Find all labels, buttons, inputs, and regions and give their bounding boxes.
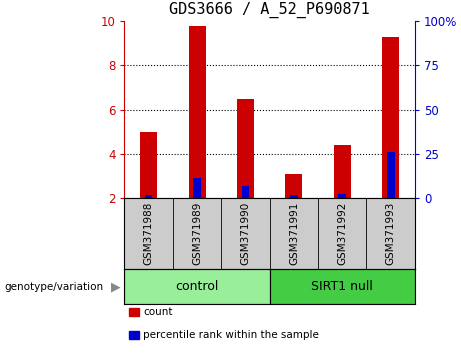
Text: GSM371992: GSM371992 [337, 202, 347, 265]
Text: GSM371989: GSM371989 [192, 202, 202, 265]
Text: count: count [143, 307, 172, 316]
Bar [242, 186, 249, 198]
Bar [124, 269, 270, 304]
Bar [189, 25, 206, 198]
Text: ▶: ▶ [111, 280, 120, 293]
Text: genotype/variation: genotype/variation [5, 282, 104, 292]
Bar [290, 195, 298, 198]
Bar [237, 99, 254, 198]
Text: GSM371993: GSM371993 [386, 202, 396, 265]
Text: GSM371988: GSM371988 [144, 202, 154, 265]
Bar [193, 178, 201, 198]
Bar [387, 152, 395, 198]
Text: GSM371991: GSM371991 [289, 202, 299, 265]
Bar [382, 37, 399, 198]
Bar [140, 132, 157, 198]
Bar [334, 145, 351, 198]
Bar [145, 195, 153, 198]
Bar [285, 174, 302, 198]
Text: SIRT1 null: SIRT1 null [311, 280, 373, 293]
Title: GDS3666 / A_52_P690871: GDS3666 / A_52_P690871 [169, 2, 370, 18]
Bar [270, 269, 415, 304]
Bar [338, 194, 346, 198]
Text: percentile rank within the sample: percentile rank within the sample [143, 330, 319, 339]
Text: GSM371990: GSM371990 [241, 202, 250, 265]
Text: control: control [175, 280, 219, 293]
